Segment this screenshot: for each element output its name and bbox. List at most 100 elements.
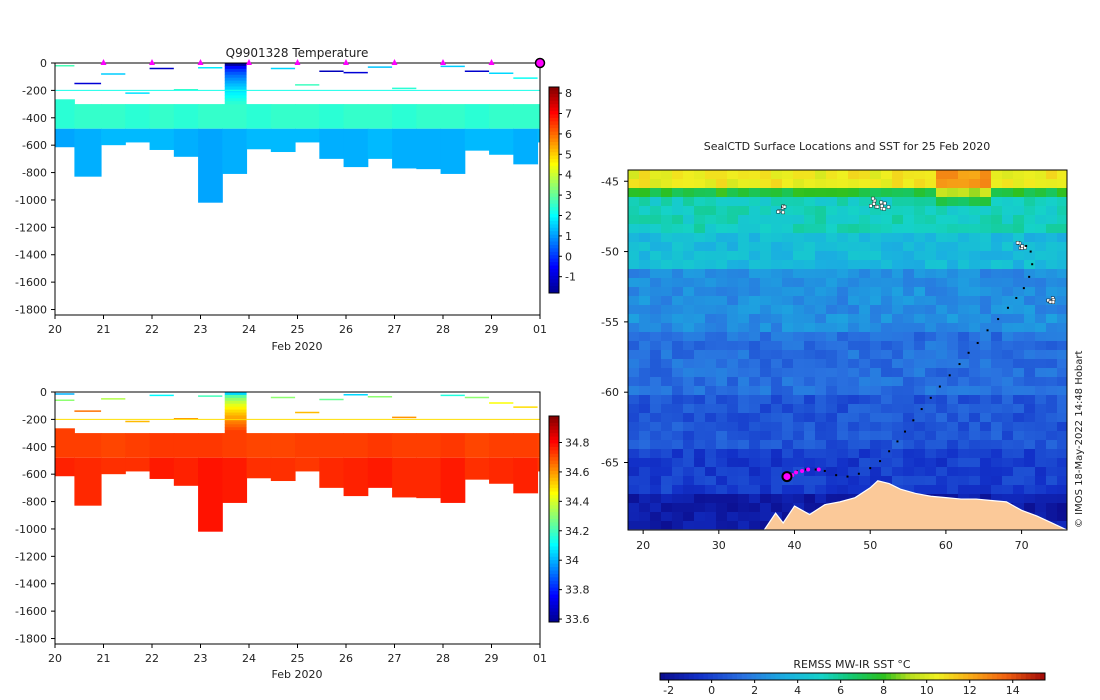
sst-cell <box>727 494 739 504</box>
sst-cell <box>804 395 816 405</box>
sst-cell <box>793 233 805 243</box>
sst-cell <box>1035 251 1047 261</box>
sst-cell <box>639 512 651 522</box>
sst-colorbar-segment <box>982 673 988 680</box>
sst-cell <box>793 368 805 378</box>
sst-colorbar-segment <box>905 673 911 680</box>
temp-y-tick-label: -600 <box>22 139 47 152</box>
sst-cell <box>727 440 739 450</box>
sst-cell <box>1013 494 1025 504</box>
sst-cell <box>870 422 882 432</box>
sst-cell <box>870 179 882 189</box>
sst-cell <box>727 512 739 522</box>
sst-cell <box>1057 224 1067 234</box>
sst-cell <box>848 413 860 423</box>
sst-cell <box>771 215 783 225</box>
sst-colorbar-segment <box>756 673 762 680</box>
sst-cell <box>969 359 981 369</box>
sst-cell <box>749 377 761 387</box>
sst-cell <box>672 395 684 405</box>
temp-colorbar-segment <box>549 193 559 198</box>
sst-cell <box>1057 476 1067 486</box>
sst-cell <box>749 341 761 351</box>
sst-cell <box>991 386 1003 396</box>
temp-colorbar-tick-label: 2 <box>565 209 572 222</box>
sst-cell <box>694 305 706 315</box>
temp-surface-marker <box>100 59 107 65</box>
sst-cell <box>892 440 904 450</box>
sst-cell <box>925 314 937 324</box>
sst-cell <box>936 260 948 270</box>
sal-profile-lower <box>367 457 393 488</box>
sst-cell <box>694 179 706 189</box>
sst-cell <box>1035 170 1047 180</box>
sst-cell <box>672 521 684 530</box>
temp-colorbar-segment <box>549 183 559 188</box>
sst-cell <box>991 224 1003 234</box>
salinity-axes: 20 21 22 23 24 25 26 27 28 29 010-200-400-600-800-… <box>15 386 547 665</box>
temp-y-tick-label: -1000 <box>15 194 47 207</box>
sst-cell <box>683 233 695 243</box>
sst-cell <box>650 278 662 288</box>
sst-cell <box>980 368 992 378</box>
sst-cell <box>650 368 662 378</box>
sst-cell <box>639 521 651 530</box>
sst-cell <box>936 314 948 324</box>
temp-surface-dive-cell <box>224 89 247 93</box>
sst-cell <box>969 314 981 324</box>
sst-cell <box>683 431 695 441</box>
sst-cell <box>980 287 992 297</box>
sal-colorbar-segment <box>549 429 559 434</box>
current-position-marker <box>781 471 793 483</box>
sst-cell <box>815 188 827 198</box>
sst-cell <box>650 350 662 360</box>
sal-colorbar-segment <box>549 611 559 616</box>
sst-cell <box>804 485 816 495</box>
sst-cell <box>903 305 915 315</box>
sst-cell <box>881 422 893 432</box>
sst-cell <box>650 251 662 261</box>
sal-profile-lower <box>489 457 514 484</box>
sal-colorbar-segment <box>549 573 559 578</box>
sal-y-tick-label: -600 <box>22 468 47 481</box>
sst-cell <box>727 260 739 270</box>
sst-cell <box>991 458 1003 468</box>
sst-cell <box>683 503 695 513</box>
sal-colorbar-segment <box>549 525 559 530</box>
white-point <box>879 200 883 205</box>
sst-cell <box>848 359 860 369</box>
sst-cell <box>925 188 937 198</box>
sst-cell <box>859 314 871 324</box>
sst-cell <box>936 251 948 261</box>
sst-cell <box>914 278 926 288</box>
sst-cell <box>683 251 695 261</box>
sst-cell <box>639 458 651 468</box>
sst-cell <box>958 188 970 198</box>
sst-cell <box>639 467 651 477</box>
sst-cell <box>716 224 728 234</box>
sst-cell <box>694 260 706 270</box>
sst-cell <box>1035 368 1047 378</box>
temp-surface-dive-cell <box>224 71 247 76</box>
white-point <box>886 205 891 209</box>
sst-cell <box>947 449 959 459</box>
sal-colorbar-segment <box>549 618 559 623</box>
sst-cell <box>969 413 981 423</box>
sst-cell <box>1057 197 1067 207</box>
map-y-tick-label: -45 <box>601 175 619 188</box>
sal-colorbar-segment <box>549 422 559 427</box>
sst-cell <box>848 305 860 315</box>
sst-cell <box>1024 341 1036 351</box>
sst-cell <box>837 431 849 441</box>
sal-colorbar-segment <box>549 491 559 496</box>
sst-cell <box>1002 359 1014 369</box>
sst-cell <box>716 197 728 207</box>
sst-cell <box>771 359 783 369</box>
sst-cell <box>925 179 937 189</box>
sst-cell <box>815 179 827 189</box>
sst-cell <box>716 206 728 216</box>
sst-cell <box>815 224 827 234</box>
sst-cell <box>749 323 761 333</box>
sst-cell <box>914 314 926 324</box>
sst-cell <box>826 422 838 432</box>
